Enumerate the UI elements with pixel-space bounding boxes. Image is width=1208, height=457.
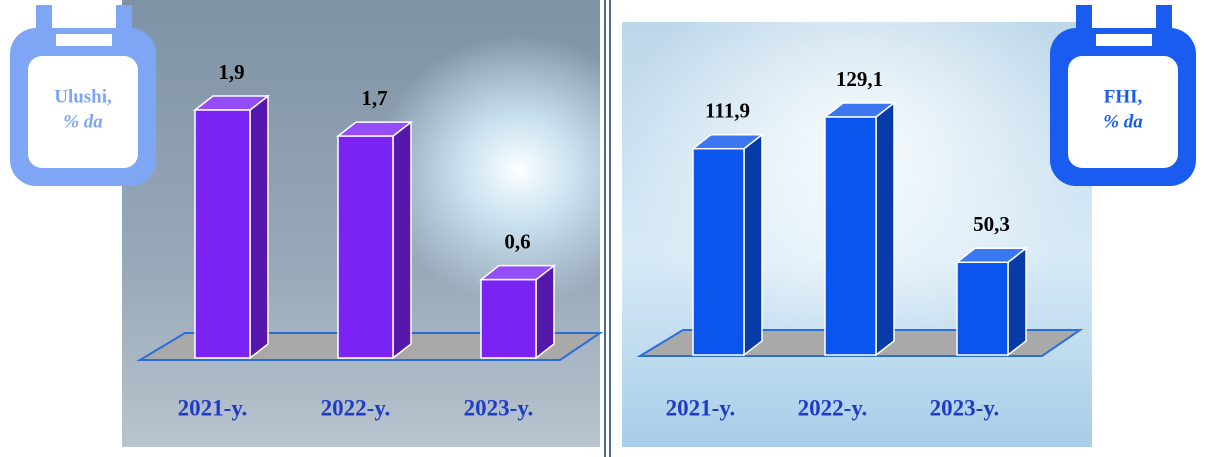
value-label: 129,1 [836, 67, 883, 91]
value-label: 1,9 [218, 60, 244, 84]
bar-side [1007, 246, 1027, 357]
bar [824, 116, 877, 356]
badge-subtitle: % da [1103, 111, 1143, 132]
badge-title: FHI, [1104, 86, 1143, 107]
bar [194, 109, 251, 359]
value-label: 1,7 [361, 86, 387, 110]
calendar-badge: FHI, % da [1050, 5, 1196, 186]
x-tick-label: 2023-y. [464, 395, 534, 420]
bar [692, 147, 745, 356]
bar-side [743, 133, 763, 357]
value-label: 111,9 [705, 99, 750, 123]
bar-side [249, 94, 269, 360]
calendar-badge: Ulushi, % da [10, 5, 156, 186]
x-tick-label: 2021-y. [666, 395, 736, 420]
value-label: 50,3 [973, 212, 1010, 236]
x-tick-label: 2023-y. [930, 395, 1000, 420]
value-label: 0,6 [504, 229, 530, 253]
bar-side [392, 120, 412, 360]
bar-side [875, 101, 895, 357]
bar-side [535, 264, 555, 360]
x-tick-label: 2022-y. [798, 395, 868, 420]
bar [337, 135, 394, 359]
x-tick-label: 2021-y. [178, 395, 248, 420]
bar [480, 278, 537, 359]
x-tick-label: 2022-y. [321, 395, 391, 420]
bar [956, 261, 1009, 356]
badge-subtitle: % da [63, 111, 103, 132]
badge-title: Ulushi, [54, 86, 112, 107]
